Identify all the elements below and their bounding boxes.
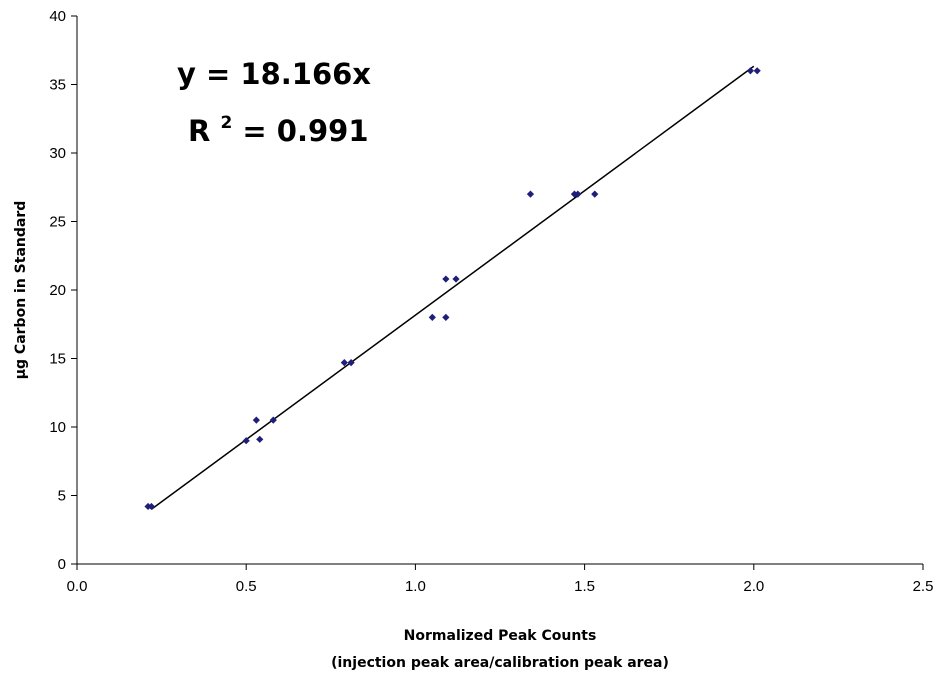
y-tick-label: 5 (58, 488, 66, 505)
x-tick-label: 2.5 (913, 578, 934, 595)
data-point (591, 190, 599, 198)
y-tick-label: 35 (49, 77, 66, 94)
x-tick-label: 0.0 (67, 578, 88, 595)
x-tick-label: 1.0 (405, 578, 426, 595)
data-point (753, 67, 761, 75)
y-tick-label: 40 (49, 8, 66, 25)
y-axis-ticks: 0 5 10 15 20 25 30 35 40 (49, 8, 77, 573)
plot-area: 0.0 0.5 1.0 1.5 2.0 2.5 0 5 10 15 20 25 30 35 40 (49, 8, 933, 595)
y-tick-label: 30 (49, 145, 66, 162)
data-point (452, 275, 460, 283)
data-points (144, 67, 761, 511)
data-point (242, 437, 250, 445)
x-tick-label: 2.0 (743, 578, 764, 595)
r-squared-value: = 0.991 (242, 114, 368, 148)
trendline-group (151, 65, 755, 510)
x-axis-title: Normalized Peak Counts (404, 628, 597, 644)
x-axis-subtitle: (injection peak area/calibration peak ar… (331, 655, 669, 671)
data-point (340, 359, 348, 367)
y-axis-title: µg Carbon in Standard (13, 201, 29, 380)
data-point (256, 435, 264, 443)
y-tick-label: 0 (58, 556, 66, 573)
r-squared-prefix: R (188, 114, 210, 148)
r-squared-annotation: R 2 = 0.991 (188, 101, 369, 148)
x-tick-label: 0.5 (236, 578, 257, 595)
data-point (526, 190, 535, 198)
data-point (147, 502, 156, 511)
data-point (442, 275, 450, 283)
data-point (347, 359, 355, 367)
r-squared-superscript: 2 (220, 113, 232, 133)
trendline (151, 65, 755, 510)
y-tick-label: 25 (49, 214, 66, 231)
y-tick-label: 15 (49, 351, 66, 368)
x-tick-label: 1.5 (574, 578, 595, 595)
y-tick-label: 20 (49, 282, 66, 299)
data-point (269, 416, 277, 424)
x-axis-ticks: 0.0 0.5 1.0 1.5 2.0 2.5 (67, 564, 934, 595)
data-point (428, 313, 436, 321)
data-point (252, 416, 260, 424)
data-point (574, 190, 582, 198)
data-point (746, 67, 755, 75)
data-point (442, 313, 450, 321)
trendline-equation: y = 18.166x (177, 57, 371, 91)
y-tick-label: 10 (49, 419, 66, 436)
